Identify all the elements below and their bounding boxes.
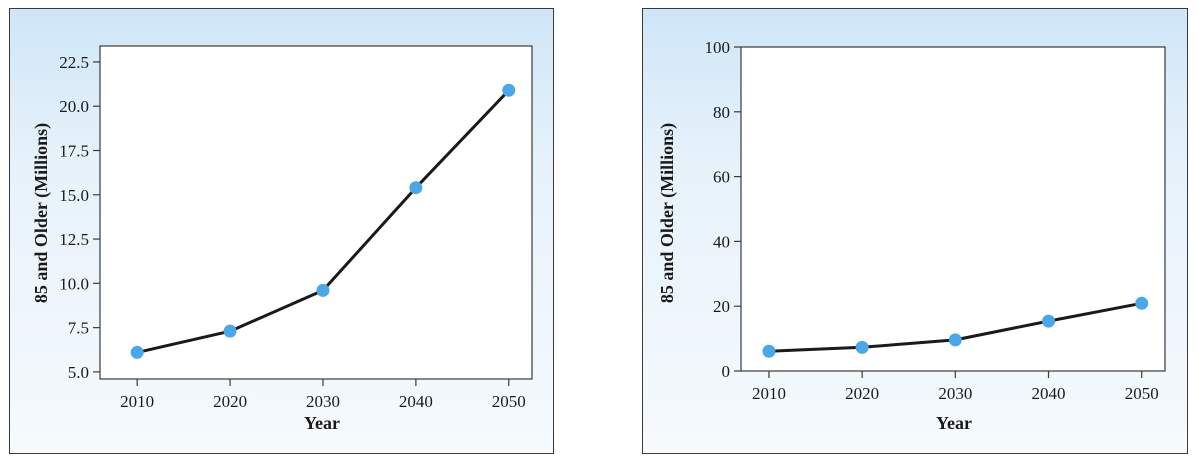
data-point [223,324,237,338]
y-tick-label: 0 [722,362,731,381]
data-points [762,296,1149,358]
x-tick-label: 2020 [845,384,879,403]
x-axis: 2010 2020 2030 2040 2050 [120,379,526,411]
x-tick-label: 2010 [120,392,154,411]
y-tick-label: 10.0 [59,274,89,293]
y-tick-label: 100 [705,38,731,57]
y-tick-label: 40 [713,232,730,251]
y-tick-label: 22.5 [59,53,89,72]
x-tick-label: 2040 [1032,384,1066,403]
x-axis: 2010 2020 2030 2040 2050 [752,371,1159,403]
y-axis: 0 20 40 60 80 100 [705,38,741,381]
x-tick-label: 2040 [399,392,433,411]
x-tick-label: 2050 [492,392,526,411]
chart-left: 5.07.510.012.515.017.520.022.5 2010 2020 2… [31,45,533,433]
y-tick-label: 5.0 [68,363,89,382]
data-point [130,345,144,359]
x-tick-label: 2030 [306,392,340,411]
x-axis-title: Year [304,413,340,433]
data-point [1135,296,1149,310]
y-axis-title: 85 and Older (Millions) [657,123,678,303]
chart-panel-left: 5.0 7.5 10.0 12.5 15.0 17.5 20.0 22.5 2010 2020 2… [9,8,554,454]
y-tick-label: 17.5 [59,142,89,161]
x-axis-title: Year [936,413,972,433]
x-tick-label: 2010 [752,384,786,403]
x-tick-label: 2030 [938,384,972,403]
x-tick-label: 2050 [1125,384,1159,403]
y-tick-label: 80 [713,103,730,122]
data-point [502,83,516,97]
y-axis-title: 85 and Older (Millions) [31,123,52,303]
data-point [409,181,423,195]
data-point [316,283,330,297]
chart-panel-right: 0 20 40 60 80 100 2010 2020 2030 2040 2050 Year 8… [642,8,1188,454]
data-point [1042,314,1056,328]
y-tick-label: 60 [713,168,730,187]
y-axis: 5.0 7.5 10.0 12.5 15.0 17.5 20.0 22.5 [59,53,100,382]
plot-area [99,45,533,380]
data-points [130,83,516,359]
y-tick-label: 20.0 [59,97,89,116]
y-tick-label: 12.5 [59,230,89,249]
y-tick-label: 7.5 [68,319,89,338]
data-point [762,344,776,358]
plot-area [740,46,1166,372]
data-point [855,340,869,354]
data-point [948,333,962,347]
y-tick-label: 15.0 [59,186,89,205]
x-tick-label: 2020 [213,392,247,411]
y-tick-label: 20 [713,297,730,316]
